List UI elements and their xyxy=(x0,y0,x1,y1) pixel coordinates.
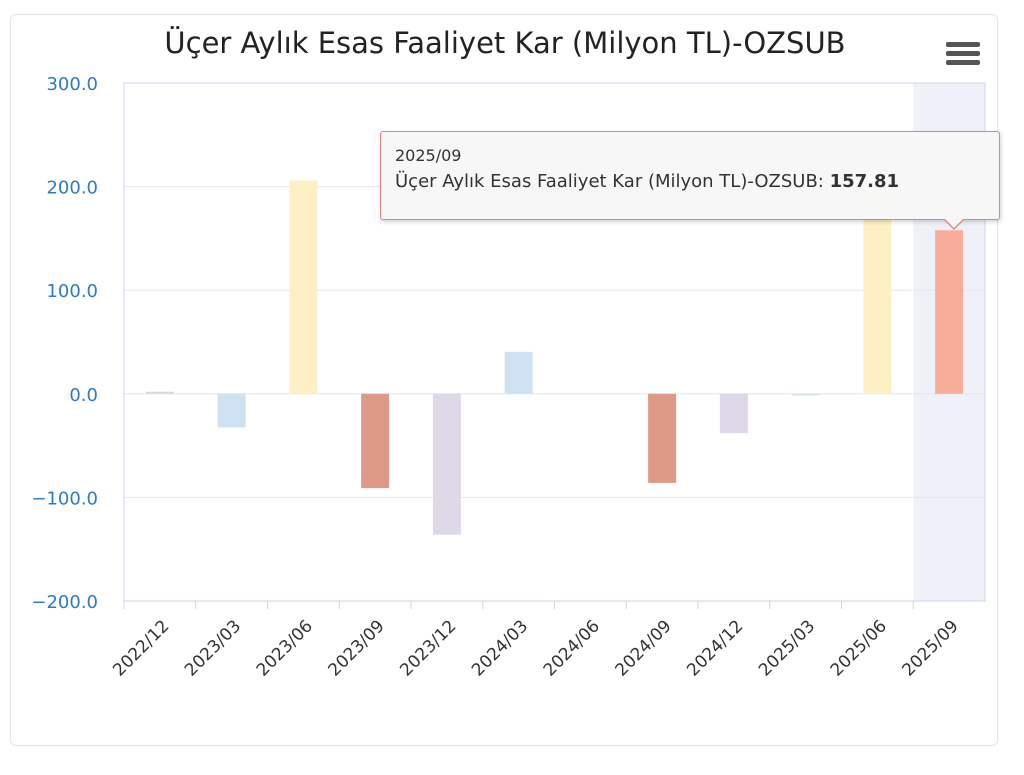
y-tick-label: −200.0 xyxy=(31,592,98,613)
tooltip-date: 2025/09 xyxy=(395,146,462,165)
y-tick-label: 0.0 xyxy=(69,385,98,406)
bar xyxy=(289,180,318,394)
x-tick-label: 2022/12 xyxy=(109,616,173,680)
bar xyxy=(145,391,174,394)
x-tick-label: 2023/03 xyxy=(181,616,245,680)
tooltip-line: Üçer Aylık Esas Faaliyet Kar (Milyon TL)… xyxy=(395,171,999,192)
y-tick-label: 200.0 xyxy=(46,178,98,199)
y-tick-label: 100.0 xyxy=(46,281,98,302)
chart-tooltip: 2025/09 Üçer Aylık Esas Faaliyet Kar (Mi… xyxy=(380,131,1000,220)
bar xyxy=(719,393,748,434)
x-tick-label: 2023/06 xyxy=(253,616,317,680)
x-tick-label: 2024/03 xyxy=(468,616,532,680)
bar xyxy=(432,393,461,535)
x-tick-label: 2023/09 xyxy=(325,616,389,680)
x-tick-label: 2024/06 xyxy=(540,616,604,680)
bar xyxy=(791,393,820,396)
bar xyxy=(648,393,677,483)
x-tick-label: 2025/09 xyxy=(899,616,963,680)
x-tick-label: 2025/06 xyxy=(827,616,891,680)
bar xyxy=(935,230,964,394)
y-tick-label: −100.0 xyxy=(31,488,98,509)
bar xyxy=(217,393,246,428)
x-tick-label: 2025/03 xyxy=(755,616,819,680)
x-tick-label: 2023/12 xyxy=(396,616,460,680)
bar xyxy=(361,393,390,489)
bar xyxy=(863,191,892,394)
tooltip-series-label: Üçer Aylık Esas Faaliyet Kar (Milyon TL)… xyxy=(395,171,824,192)
y-tick-label: 300.0 xyxy=(46,74,98,95)
tooltip-value: 157.81 xyxy=(829,171,900,192)
tooltip-arrow-inner xyxy=(944,218,964,228)
x-tick-label: 2024/12 xyxy=(683,616,747,680)
x-tick-label: 2024/09 xyxy=(612,616,676,680)
chart-title: Üçer Aylık Esas Faaliyet Kar (Milyon TL)… xyxy=(164,26,846,60)
bar xyxy=(504,351,533,394)
hamburger-menu-icon[interactable] xyxy=(946,42,980,70)
